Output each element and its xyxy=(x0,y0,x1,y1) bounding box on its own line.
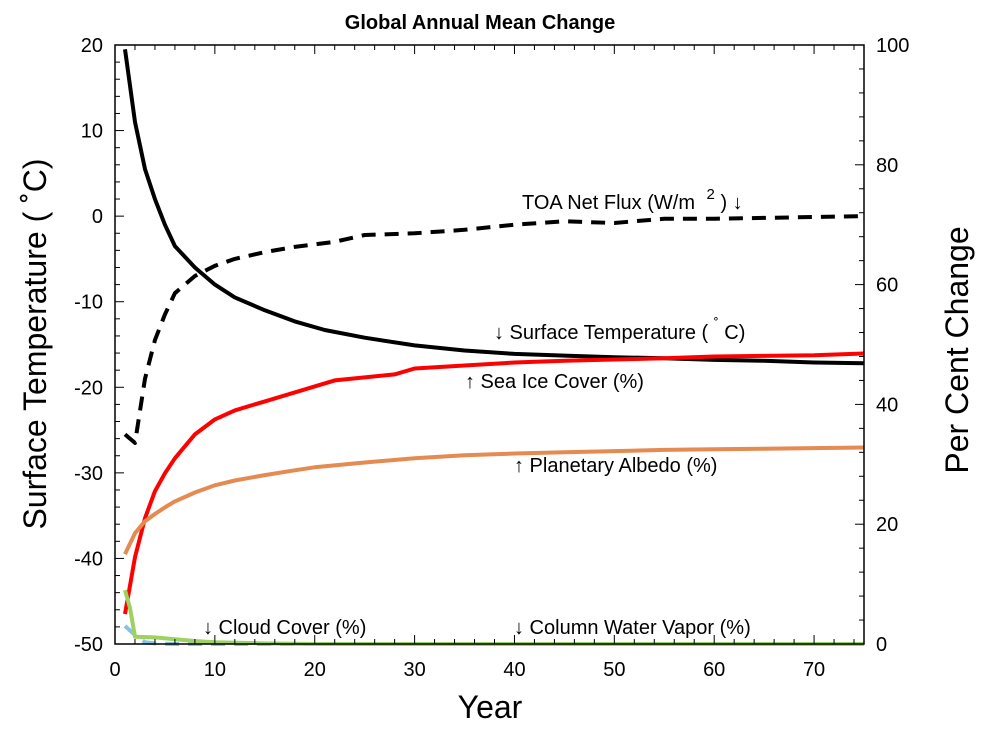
annotation-column-water-vapor: ↓ Column Water Vapor (%) xyxy=(514,617,751,639)
y-left-tick-label: -20 xyxy=(74,377,103,399)
annotation-toa-net-flux: TOA Net Flux (W/m 2 ) ↓ xyxy=(522,182,743,214)
annotation-planetary-albedo: ↑ Planetary Albedo (%) xyxy=(514,455,717,477)
x-tick-label: 40 xyxy=(503,659,525,681)
annotation-surface-temperature: ↓ Surface Temperature ( ˚ C) xyxy=(494,312,745,344)
y-right-tick-label: 0 xyxy=(876,634,887,656)
x-axis-title: Year xyxy=(458,689,523,725)
annotation-toa-sup: 2 xyxy=(707,186,715,203)
series-line-sea-ice-cover xyxy=(123,351,865,615)
y-right-tick-label: 40 xyxy=(876,394,898,416)
y-right-tick-label: 60 xyxy=(876,275,898,297)
y-right-tick-label: 20 xyxy=(876,514,898,536)
x-tick-label: 30 xyxy=(403,659,425,681)
y-axis-right-title: Per Cent Change xyxy=(939,226,975,473)
x-tick-label: 50 xyxy=(603,659,625,681)
y-left-tick-label: -30 xyxy=(74,463,103,485)
annotation-sea-ice-cover: ↑ Sea Ice Cover (%) xyxy=(465,371,644,393)
x-tick-label: 70 xyxy=(803,659,825,681)
y-left-tick-label: 20 xyxy=(81,35,103,57)
chart-title: Global Annual Mean Change xyxy=(345,12,615,34)
annotation-surf-sup: ˚ xyxy=(714,316,719,333)
plot-frame xyxy=(114,44,865,645)
y-axis-left-title: Surface Temperature ( ˚C) xyxy=(17,158,53,529)
annotation-toa-text: TOA Net Flux (W/m xyxy=(522,192,695,214)
x-tick-label: 0 xyxy=(109,659,120,681)
y-left-tick-label: -40 xyxy=(74,548,103,570)
y-left-tick-label: 10 xyxy=(81,121,103,143)
annotation-cloud-cover: ↓ Cloud Cover (%) xyxy=(203,617,366,639)
x-tick-label: 20 xyxy=(304,659,326,681)
y-left-tick-label: -50 xyxy=(74,634,103,656)
series-layer xyxy=(123,49,865,646)
tick-layer: 0 10 20 30 40 50 60 7020100-10-20-30-40-5010080… xyxy=(74,35,909,681)
series-line-toa-net-flux-w-m2 xyxy=(123,214,865,445)
annotation-surf-tail: C) xyxy=(724,322,745,344)
series-line-planetary-albedo xyxy=(123,445,865,555)
x-tick-label: 60 xyxy=(703,659,725,681)
y-right-tick-label: 100 xyxy=(876,35,909,57)
x-tick-label: 10 xyxy=(204,659,226,681)
series-line-surface-temperature-c xyxy=(123,49,865,366)
annotation-surf-text: ↓ Surface Temperature ( xyxy=(494,322,714,344)
y-left-tick-label: -10 xyxy=(74,292,103,314)
y-right-tick-label: 80 xyxy=(876,155,898,177)
annotation-toa-tail: ) ↓ xyxy=(720,192,742,214)
y-left-tick-label: 0 xyxy=(92,206,103,228)
